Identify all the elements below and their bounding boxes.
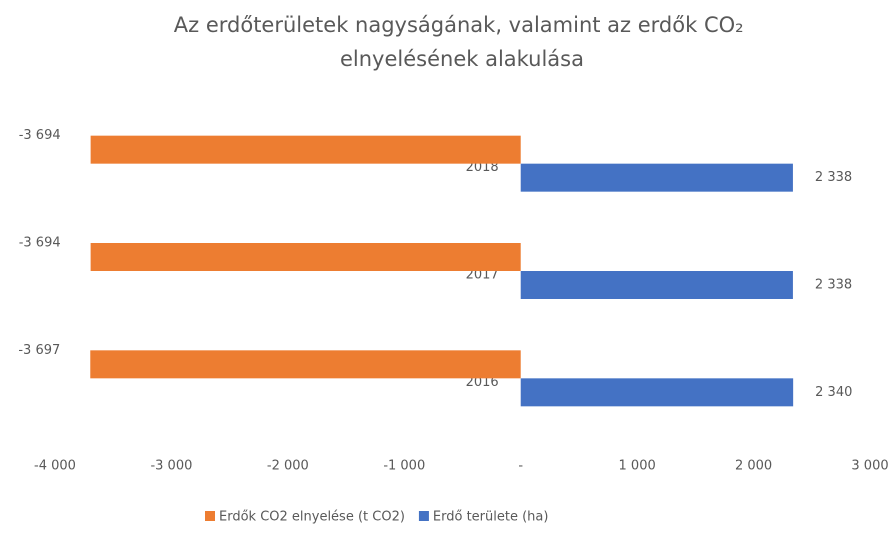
x-tick-label: -4 000 [34, 459, 76, 474]
data-label: 2 338 [815, 278, 852, 293]
category-label: 2018 [466, 160, 499, 175]
category-label: 2016 [466, 375, 499, 390]
x-tick-label: -3 000 [150, 459, 192, 474]
x-tick-label: 2 000 [735, 459, 772, 474]
data-label: -3 697 [18, 343, 60, 358]
data-label: -3 694 [19, 236, 61, 251]
bar [520, 163, 793, 192]
bar [520, 271, 793, 299]
bar [90, 135, 521, 164]
category-label: 2017 [466, 268, 499, 283]
chart-title-line: Az erdőterületek nagyságának, valamint a… [174, 13, 750, 71]
legend-label: Erdő területe (ha) [433, 510, 549, 525]
legend-label: Erdők CO2 elnyelése (t CO2) [219, 510, 405, 525]
x-tick-label: 3 000 [851, 459, 888, 474]
data-label: -3 694 [19, 128, 61, 143]
x-tick-label: -1 000 [383, 459, 425, 474]
x-tick-label: -2 000 [267, 459, 309, 474]
bar [90, 243, 521, 271]
x-tick-label: 1 000 [619, 459, 656, 474]
bar [90, 350, 521, 379]
bar [520, 378, 794, 407]
data-label: 2 340 [815, 385, 852, 400]
x-tick-label: - [518, 459, 523, 474]
data-label: 2 338 [815, 170, 852, 185]
legend-swatch [418, 511, 429, 521]
legend-swatch [205, 511, 215, 521]
